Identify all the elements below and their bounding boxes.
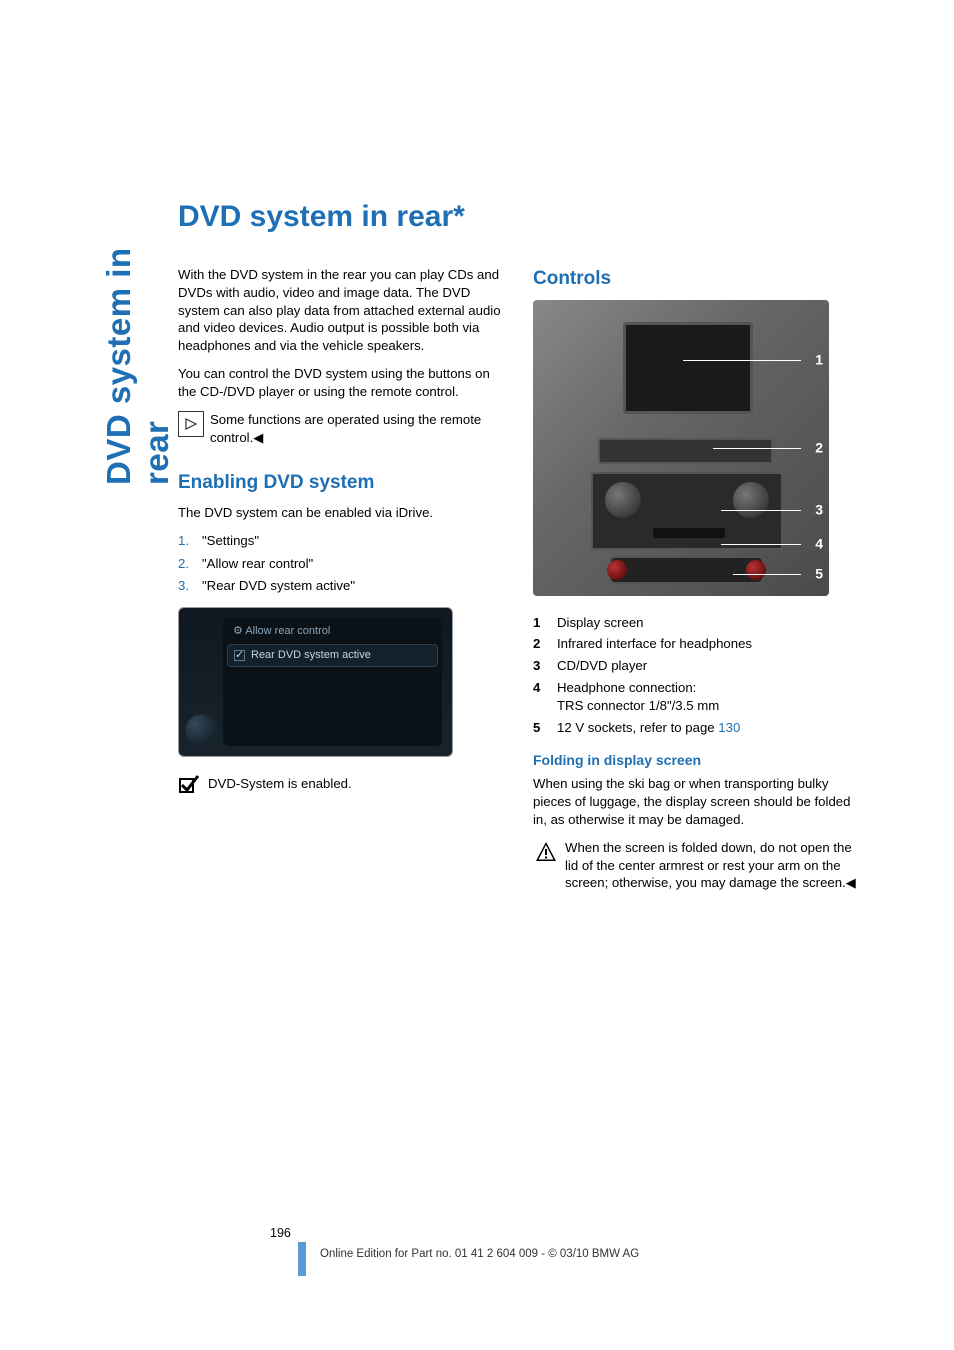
folding-text: When using the ski bag or when transport… xyxy=(533,775,858,828)
warning-text: When the screen is folded down, do not o… xyxy=(565,840,852,891)
idrive-screenshot: ⚙ Allow rear control Rear DVD system act… xyxy=(178,607,453,757)
diagram-lower-panel xyxy=(609,556,764,584)
idrive-header-text: Allow rear control xyxy=(245,625,330,637)
folding-heading: Folding in display screen xyxy=(533,751,858,770)
footer-line: Online Edition for Part no. 01 41 2 604 … xyxy=(320,1248,639,1260)
legend-text: Display screen xyxy=(557,614,644,632)
diagram-disc-slot xyxy=(653,528,725,538)
end-mark-icon: ◀ xyxy=(846,875,856,890)
step-text: "Rear DVD system active" xyxy=(202,577,355,595)
controls-heading: Controls xyxy=(533,266,858,292)
idrive-header: ⚙ Allow rear control xyxy=(227,622,438,641)
diagram-display-screen xyxy=(623,322,753,414)
large-check-icon xyxy=(178,775,200,793)
warning-triangle-icon xyxy=(533,839,559,865)
diagram-callout-number: 2 xyxy=(815,438,823,457)
diagram-callout-number: 3 xyxy=(815,500,823,519)
step-2: 2. "Allow rear control" xyxy=(178,555,503,573)
legend-item: 4Headphone connection: TRS connector 1/8… xyxy=(533,679,858,715)
legend-number: 4 xyxy=(533,679,557,715)
page-ref-link[interactable]: 130 xyxy=(718,720,740,735)
step-num: 3. xyxy=(178,577,202,595)
legend-number: 3 xyxy=(533,657,557,675)
legend-text: CD/DVD player xyxy=(557,657,647,675)
legend-text: Infrared interface for headphones xyxy=(557,635,752,653)
diagram-cd-dvd-player xyxy=(591,472,783,550)
step-num: 1. xyxy=(178,532,202,550)
controls-diagram: 1 2 3 4 5 xyxy=(533,300,829,596)
side-tab-label: DVD system in rear xyxy=(100,195,145,485)
legend-item: 1Display screen xyxy=(533,614,858,632)
legend-text: Headphone connection: TRS connector 1/8"… xyxy=(557,679,719,715)
step-3: 3. "Rear DVD system active" xyxy=(178,577,503,595)
settings-small-icon: ⚙ xyxy=(233,625,243,637)
right-column: Controls 12345 1Display screen2Infrared … xyxy=(533,266,858,916)
page-number: 196 xyxy=(270,1226,291,1240)
step-text: "Settings" xyxy=(202,532,259,550)
note-text-span: Some functions are operated using the re… xyxy=(210,412,481,445)
idrive-row-active: Rear DVD system active xyxy=(227,644,438,667)
warning-text-wrap: When the screen is folded down, do not o… xyxy=(565,839,858,892)
enabled-status-text: DVD-System is enabled. xyxy=(208,775,352,793)
legend-text: 12 V sockets, refer to page 130 xyxy=(557,719,740,737)
step-1: 1. "Settings" xyxy=(178,532,503,550)
intro-paragraph-1: With the DVD system in the rear you can … xyxy=(178,266,503,355)
idrive-row-label: Rear DVD system active xyxy=(251,648,371,663)
enabled-via-text: The DVD system can be enabled via iDrive… xyxy=(178,504,503,522)
page-title: DVD system in rear* xyxy=(178,200,858,234)
enabling-heading: Enabling DVD system xyxy=(178,470,503,496)
legend-number: 1 xyxy=(533,614,557,632)
step-num: 2. xyxy=(178,555,202,573)
left-column: With the DVD system in the rear you can … xyxy=(178,266,503,916)
diagram-leader-line xyxy=(683,360,801,361)
note-box: Some functions are operated using the re… xyxy=(178,411,503,447)
diagram-callout-number: 4 xyxy=(815,534,823,553)
legend-item: 3CD/DVD player xyxy=(533,657,858,675)
checkbox-checked-icon xyxy=(234,650,245,661)
diagram-callout-number: 1 xyxy=(815,350,823,369)
legend-item: 2Infrared interface for headphones xyxy=(533,635,858,653)
diagram-leader-line xyxy=(713,448,801,449)
enabled-status-line: DVD-System is enabled. xyxy=(178,775,503,793)
note-triangle-icon xyxy=(178,411,204,437)
warning-box: When the screen is folded down, do not o… xyxy=(533,839,858,892)
note-text: Some functions are operated using the re… xyxy=(210,411,503,447)
legend-number: 2 xyxy=(533,635,557,653)
diagram-callout-number: 5 xyxy=(815,564,823,583)
diagram-leader-line xyxy=(733,574,801,575)
step-text: "Allow rear control" xyxy=(202,555,313,573)
diagram-leader-line xyxy=(721,544,801,545)
intro-paragraph-2: You can control the DVD system using the… xyxy=(178,365,503,401)
idrive-inner-panel: ⚙ Allow rear control Rear DVD system act… xyxy=(223,618,442,746)
end-mark-icon: ◀ xyxy=(253,430,263,445)
diagram-leader-line xyxy=(721,510,801,511)
page-content: DVD system in rear* With the DVD system … xyxy=(178,200,858,916)
legend-number: 5 xyxy=(533,719,557,737)
legend-item: 512 V sockets, refer to page 130 xyxy=(533,719,858,737)
controls-legend: 1Display screen2Infrared interface for h… xyxy=(533,614,858,737)
idrive-knob-icon xyxy=(185,714,217,746)
page-tick-marker xyxy=(298,1242,306,1276)
diagram-infrared-strip xyxy=(598,438,773,464)
